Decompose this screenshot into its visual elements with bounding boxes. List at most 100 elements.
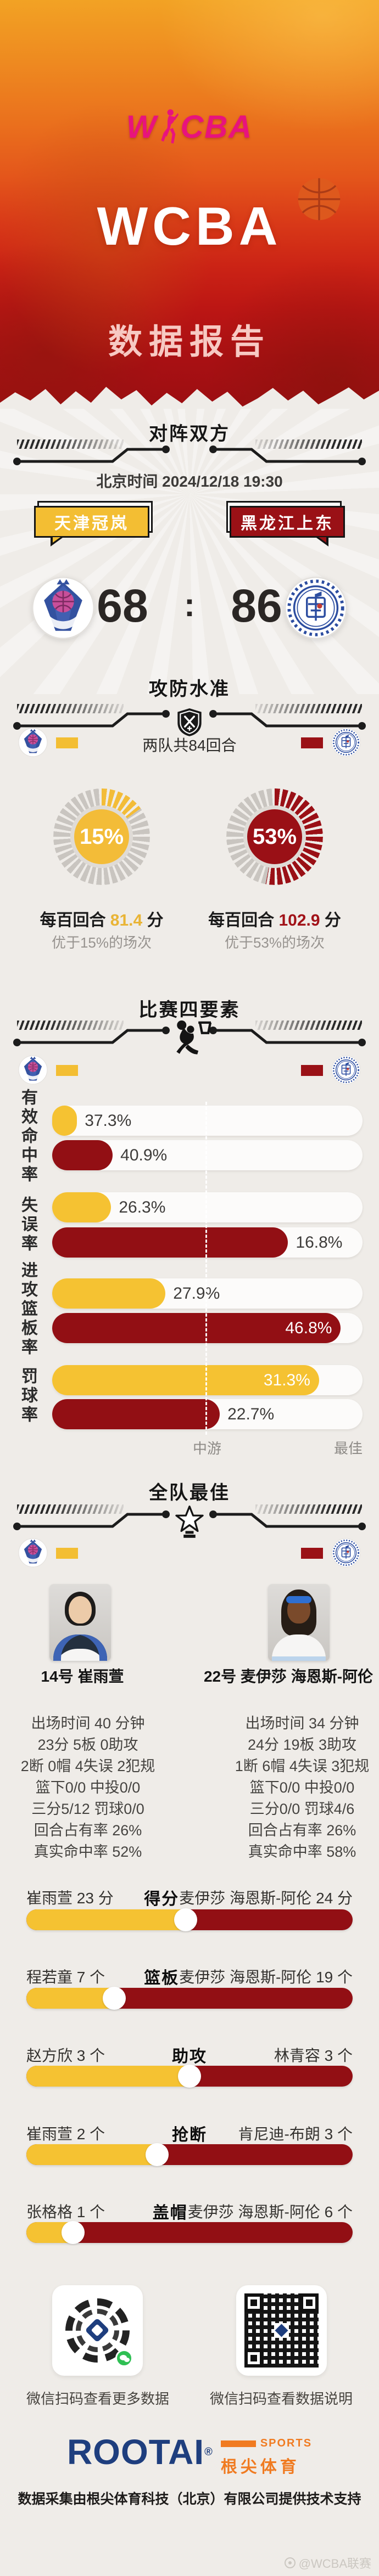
league-logo-w: W xyxy=(126,109,158,145)
away-player-photo xyxy=(268,1584,330,1661)
possessions-note: 两队共84回合 xyxy=(142,737,237,754)
duel-bar-points xyxy=(26,1908,353,1931)
match-datetime: 北京时间 2024/12/18 19:30 xyxy=(96,473,283,490)
home-orb-value: 27.9% xyxy=(173,1284,220,1303)
shield-swords-icon xyxy=(177,708,202,736)
duel-stat-assists: 助攻 xyxy=(172,2048,207,2066)
axis-label-best: 最佳 xyxy=(333,1440,363,1457)
hatch-right xyxy=(255,439,362,449)
away-ftr-value: 22.7% xyxy=(227,1405,275,1423)
home-player-photo xyxy=(49,1584,111,1661)
registered-mark: ® xyxy=(204,2446,213,2458)
away-percentile-value: 53% xyxy=(247,809,302,864)
home-blocks-leader: 张格格 1 个 xyxy=(26,2203,105,2220)
miniprogram-qr-code xyxy=(52,2285,143,2376)
home-per100-value: 81.4 xyxy=(110,911,143,929)
home-tov-value: 26.3% xyxy=(119,1198,166,1216)
home-rebounds-leader: 程若童 7 个 xyxy=(26,1969,105,1986)
home-team-banner: 天津冠岚 xyxy=(34,501,153,546)
home-ftr-value: 31.3% xyxy=(263,1371,310,1389)
brand-sports-label: SPORTS xyxy=(260,2437,313,2449)
away-rebounds-leader: 麦伊莎 海恩斯-阿伦 19 个 xyxy=(179,1969,353,1986)
home-team-logo-small xyxy=(18,728,48,757)
dunking-player-icon xyxy=(176,1020,212,1055)
away-color-swatch xyxy=(301,1548,323,1559)
bar-track: 22.7% xyxy=(52,1399,363,1429)
hatch-left xyxy=(17,439,124,449)
away-team-logo-small xyxy=(331,1538,361,1568)
away-better-than: 优于53%的场次 xyxy=(224,934,325,951)
brand-orange-bar xyxy=(220,2440,256,2447)
bar-track: 40.9% xyxy=(52,1140,363,1170)
section-heading-matchup: 对阵双方 xyxy=(149,424,230,444)
duel-split-dot xyxy=(145,2143,169,2166)
wcba-league-logo: W CBA xyxy=(0,108,379,146)
home-per100-line: 每百回合 81.4 分 xyxy=(40,911,164,929)
home-steals-leader: 崔雨萱 2 个 xyxy=(26,2126,105,2143)
factor-label-tov: 失误率 xyxy=(19,1196,37,1254)
duel-labels-rebounds: 程若童 7 个 篮板 麦伊莎 海恩斯-阿伦 19 个 xyxy=(26,1965,353,1987)
bar-track: 26.3% xyxy=(52,1192,363,1222)
home-points-leader: 崔雨萱 23 分 xyxy=(26,1890,114,1907)
section-divider xyxy=(0,437,379,472)
home-better-than: 优于15%的场次 xyxy=(51,934,152,951)
basketball-icon xyxy=(298,178,341,221)
home-ftr-bar: 31.3% xyxy=(52,1365,319,1395)
home-team-logo-small xyxy=(18,1538,48,1568)
duel-stat-blocks: 盖帽 xyxy=(152,2204,188,2222)
bar-track: 31.3% xyxy=(52,1365,363,1395)
section-divider xyxy=(0,1502,379,1538)
duel-split-dot xyxy=(102,1987,126,2010)
away-player-stats: 出场时间 34 分钟 24分 19板 3助攻 1断 6帽 4失误 3犯规 篮下0… xyxy=(235,1715,370,1860)
duel-split-dot xyxy=(61,2221,85,2244)
away-per100-value: 102.9 xyxy=(278,911,320,929)
axis-label-mid: 中游 xyxy=(192,1440,221,1457)
jumping-player-icon xyxy=(160,109,179,144)
star-trophy-icon xyxy=(175,1506,204,1538)
section-divider xyxy=(0,1018,379,1055)
away-steals-leader: 肯尼迪-布朗 3 个 xyxy=(238,2126,353,2143)
away-orb-value: 46.8% xyxy=(285,1319,332,1337)
home-efg-bar: 37.3% xyxy=(52,1106,131,1136)
rootai-brand-logo: ROOTAI® SPORTS 根尖体育 xyxy=(0,2434,379,2477)
qr-left-caption: 微信扫码查看更多数据 xyxy=(26,2391,169,2407)
hero-title: WCBA xyxy=(97,196,282,256)
divider-lines xyxy=(13,1510,366,1530)
duel-labels-points: 崔雨萱 23 分 得分 麦伊莎 海恩斯-阿伦 24 分 xyxy=(26,1886,353,1908)
away-team-logo-small xyxy=(331,728,361,757)
duel-stat-rebounds: 篮板 xyxy=(144,1969,180,1987)
away-team-banner: 黑龙江上东 xyxy=(226,501,345,546)
divider-lines xyxy=(13,1027,366,1046)
home-color-swatch xyxy=(56,1548,78,1559)
away-efg-bar: 40.9% xyxy=(52,1140,167,1170)
duel-labels-blocks: 张格格 1 个 盖帽 麦伊莎 海恩斯-阿伦 6 个 xyxy=(26,2200,353,2222)
away-efg-value: 40.9% xyxy=(120,1146,168,1164)
score-separator: : xyxy=(184,587,195,623)
away-tov-bar: 16.8% xyxy=(52,1227,342,1258)
factor-label-orb: 进攻篮板率 xyxy=(19,1261,37,1357)
factor-label-ftr: 罚球率 xyxy=(19,1367,37,1425)
away-points-leader: 麦伊莎 海恩斯-阿伦 24 分 xyxy=(179,1890,353,1907)
away-assists-leader: 林青容 3 个 xyxy=(274,2047,353,2064)
divider-lines xyxy=(13,446,366,465)
home-player-name: 14号 崔雨萱 xyxy=(41,1668,124,1685)
app-logo-icon xyxy=(274,2323,289,2338)
home-percentile-gauge: 15% xyxy=(53,788,150,885)
home-color-swatch xyxy=(56,1065,78,1076)
brand-wordmark: ROOTAI® xyxy=(66,2432,213,2472)
section-heading-offdef: 攻防水准 xyxy=(149,679,230,700)
qr-code xyxy=(236,2285,327,2376)
legend-row: 两队共84回合 xyxy=(0,728,379,759)
away-orb-bar: 46.8% xyxy=(52,1313,341,1343)
duel-bar-assists xyxy=(26,2065,353,2088)
watermark-icon xyxy=(284,2557,296,2568)
home-efg-value: 37.3% xyxy=(85,1112,132,1130)
section-heading-fourfactors: 比赛四要素 xyxy=(138,1000,241,1021)
bar-track: 46.8% xyxy=(52,1313,363,1343)
away-team-logo-small xyxy=(331,1055,361,1085)
duel-split-dot xyxy=(178,2065,201,2088)
legend-row xyxy=(0,1538,379,1570)
median-dashed-line xyxy=(205,1102,207,1435)
bar-track: 27.9% xyxy=(52,1278,363,1309)
